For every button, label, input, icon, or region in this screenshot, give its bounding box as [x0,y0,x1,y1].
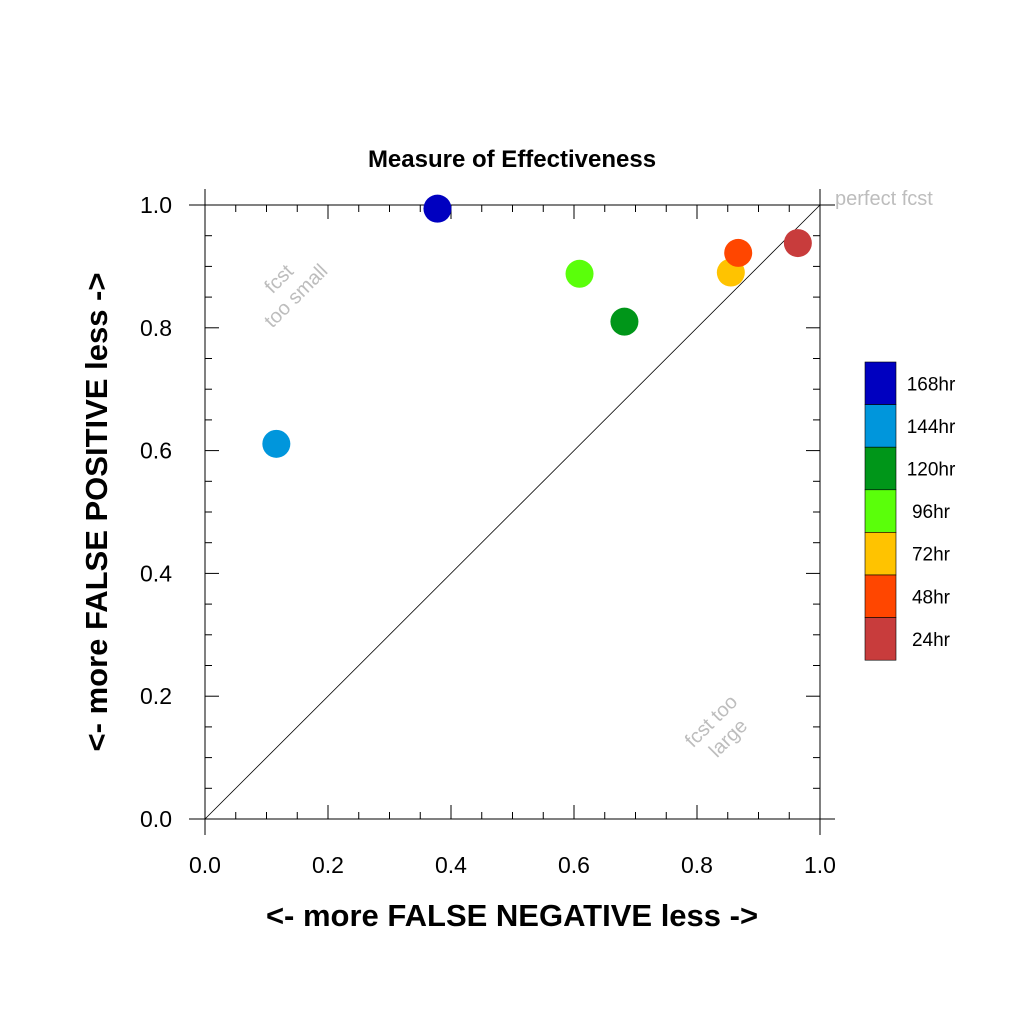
diagonal-line-group [204,204,821,820]
point-48hr [724,238,753,267]
point-168hr [423,194,452,223]
legend-label-144hr: 144hr [907,417,956,438]
data-points [262,194,812,458]
x-tick-label: 0.6 [558,852,590,878]
legend-swatch-24hr [864,617,897,661]
y-tick-label: 0.6 [140,438,172,464]
y-tick-label: 1.0 [140,192,172,218]
legend-label-120hr: 120hr [907,460,956,481]
legend-swatch-120hr [864,446,897,491]
legend-swatch-48hr [864,574,897,618]
perfect-fcst-label: perfect fcst [835,188,933,210]
y-tick-label: 0.4 [140,560,172,586]
legend: 168hr 144hr 120hr 96hr 72hr 48hr 24hr [864,361,956,661]
y-tick-label: 0.2 [140,683,172,709]
legend-label-96hr: 96hr [912,502,951,523]
x-tick-label: 1.0 [804,852,836,878]
axes: 0.0 0.2 0.4 0.6 0.8 1.0 0.0 0.2 0.4 0.6 0.8 1.0 [140,189,836,878]
point-120hr [610,307,639,336]
legend-swatch-168hr [864,361,897,405]
x-tick-label: 0.4 [435,852,467,878]
diagonal-line [204,204,821,820]
point-144hr [262,429,291,458]
legend-label-168hr: 168hr [907,374,956,395]
legend-label-48hr: 48hr [912,587,951,608]
x-axis-title: <- more FALSE NEGATIVE less -> [266,898,758,933]
legend-swatch-96hr [864,489,897,533]
x-tick-label: 0.8 [681,852,713,878]
x-tick-label: 0.2 [312,852,344,878]
x-tick-label: 0.0 [189,852,221,878]
point-24hr [783,229,812,258]
y-tick-label: 0.0 [140,806,172,832]
chart-title: Measure of Effectiveness [368,146,656,173]
legend-swatch-72hr [864,532,897,576]
y-axis-title: <- more FALSE POSITIVE less -> [79,273,114,752]
point-96hr [565,259,594,288]
y-tick-label: 0.8 [140,315,172,341]
legend-label-72hr: 72hr [912,545,951,566]
legend-label-24hr: 24hr [912,630,951,651]
legend-swatch-144hr [864,404,897,448]
